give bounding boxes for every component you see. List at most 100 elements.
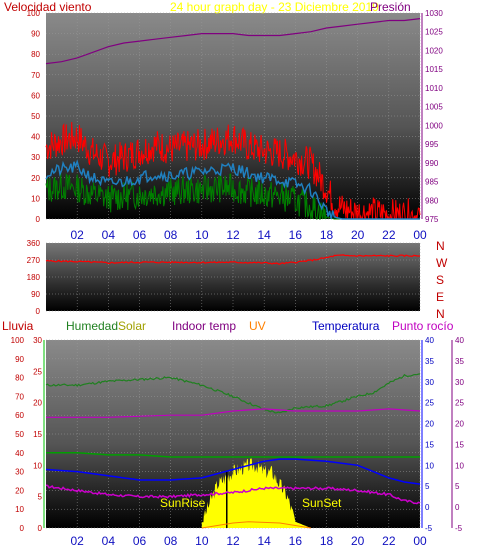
pressure-y-tick: 1010 [425,84,443,93]
pressure-y-tick: 990 [425,159,439,168]
direction-e: E [436,290,444,304]
pressure-y-tick: 1000 [425,121,443,130]
rain-y-tick: 90 [15,355,24,364]
rain-y-tick: 80 [15,374,24,383]
x-tick-label: 16 [289,228,303,242]
rain-y-tick: 0 [20,524,25,533]
x-tick-label: 12 [226,534,240,548]
x-tick-label: 22 [382,534,396,548]
pressure-y-tick: 1030 [425,9,443,18]
solar-y-tick: 5 [38,493,43,502]
wind-y-tick: 40 [31,133,40,142]
wind-y-tick: 70 [31,71,40,80]
pressure-y-tick: 980 [425,196,439,205]
x-tick-label: 18 [320,228,334,242]
wind-y-tick: 50 [31,112,40,121]
temp-y-tick: 15 [425,440,434,449]
x-tick-label: 06 [133,534,147,548]
temp-y-tick: 30 [425,378,434,387]
x-tick-label: 00 [413,534,427,548]
series-indoor-temp [46,408,421,418]
series-temperature [45,458,421,485]
temp-y-tick-2: 20 [455,420,464,429]
solar-y-tick: 30 [33,336,42,345]
series-dew-point [45,484,421,505]
series-pressure [45,18,421,65]
legend-indoor: Indoor temp [172,319,236,333]
wind-y-tick: 10 [31,194,40,203]
sunset-label: SunSet [302,496,342,510]
legend-humidity: Humedad [66,319,118,333]
grid-lines [46,12,421,529]
pressure-y-tick: 1025 [425,28,443,37]
temp-y-tick: 5 [425,482,430,491]
x-tick-label: 08 [164,228,178,242]
rain-y-tick: 10 [15,505,24,514]
temp-y-tick-2: 5 [455,482,460,491]
sunrise-label: SunRise [160,496,206,510]
pressure-y-tick: 995 [425,140,439,149]
temp-y-tick: 40 [425,336,434,345]
wind-y-tick: 100 [27,9,41,18]
rain-y-tick: 20 [15,486,24,495]
legend-dew: Punto rocío [392,319,454,333]
legend-solar: Solar [118,319,146,333]
solar-y-tick: 10 [33,461,42,470]
temp-y-tick-2: 40 [455,336,464,345]
series-wind-average [45,159,420,220]
x-tick-label: 12 [226,228,240,242]
direction-n-bottom: N [436,307,445,321]
pressure-label: Presión [370,0,411,14]
wind-speed-label: Velocidad viento [4,0,92,14]
wind-y-tick: 80 [31,50,40,59]
direction-y-tick: 90 [31,290,40,299]
direction-y-tick: 360 [27,239,41,248]
pressure-y-tick: 1005 [425,103,443,112]
rain-y-tick: 50 [15,430,24,439]
temp-y-tick: 20 [425,420,434,429]
pressure-y-tick: 975 [425,215,439,224]
x-tick-label: 14 [257,534,271,548]
x-tick-label: 14 [257,228,271,242]
pressure-y-tick: 1020 [425,46,443,55]
solar-y-tick: 25 [33,367,42,376]
legend-temp: Temperatura [312,319,380,333]
series-uv [201,521,311,529]
wind-y-tick: 30 [31,153,40,162]
rain-y-tick: 40 [15,449,24,458]
temp-y-tick-2: 15 [455,440,464,449]
x-tick-label: 04 [102,534,116,548]
legend-uv: UV [249,319,266,333]
direction-w: W [436,256,448,270]
temp-y-tick: 10 [425,461,434,470]
x-tick-label: 20 [351,534,365,548]
temp-y-tick: 25 [425,399,434,408]
axis-ticks: 0202040406060808101012121414161618182020… [11,9,465,548]
x-tick-label: 22 [382,228,396,242]
solar-y-tick: 20 [33,399,42,408]
solar-y-tick: 15 [33,430,42,439]
x-tick-label: 10 [195,228,209,242]
x-tick-label: 04 [102,228,116,242]
series-outdoor-green [46,452,420,458]
rain-y-tick: 100 [11,336,25,345]
direction-y-tick: 0 [36,307,41,316]
temp-y-tick-2: -5 [455,524,463,533]
x-tick-label: 02 [70,534,84,548]
temp-y-tick-2: 0 [455,503,460,512]
series-humidity [45,373,421,414]
temp-y-tick: -5 [425,524,433,533]
temp-y-tick: 0 [425,503,430,512]
x-tick-label: 06 [133,228,147,242]
rain-y-tick: 70 [15,392,24,401]
x-tick-label: 08 [164,534,178,548]
temp-y-tick-2: 25 [455,399,464,408]
direction-y-tick: 270 [27,256,41,265]
wind-y-tick: 20 [31,174,40,183]
temp-y-tick-2: 35 [455,357,464,366]
series-wind-direction [45,254,421,265]
data-series [45,18,421,529]
wind-y-tick: 60 [31,91,40,100]
x-tick-label: 20 [351,228,365,242]
